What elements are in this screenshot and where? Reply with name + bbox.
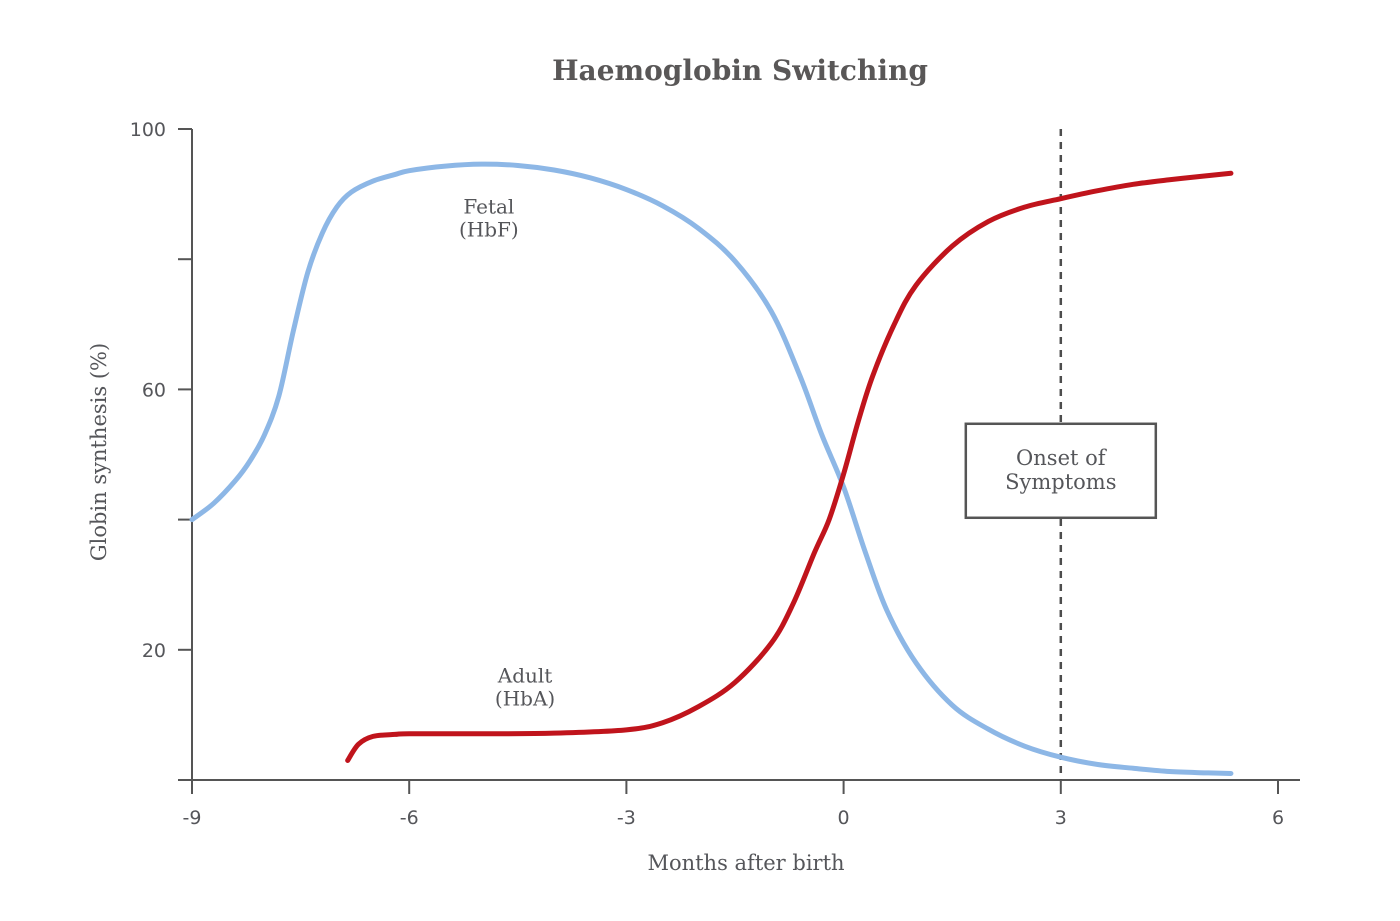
adult-hba-label: Adult (HbA) — [495, 663, 555, 710]
x-axis-ticks: -9 -6 -3 0 3 6 — [183, 780, 1284, 829]
onset-annotation: Onset of Symptoms — [964, 422, 1158, 520]
y-axis-ticks: 20 60 100 — [130, 119, 192, 781]
series-group — [189, 161, 1234, 776]
y-axis-label: Globin synthesis (%) — [87, 343, 111, 561]
y-tick-label: 100 — [130, 119, 166, 141]
x-tick-label: -9 — [183, 807, 202, 829]
x-tick-label: -6 — [400, 807, 419, 829]
x-axis-label: Months after birth — [647, 851, 844, 875]
y-tick-label: 60 — [142, 379, 166, 401]
adult-hba-line — [345, 170, 1234, 763]
fetal-hbf-line — [189, 161, 1234, 776]
x-tick-label: 3 — [1055, 807, 1067, 829]
chart-title: Haemoglobin Switching — [552, 54, 928, 87]
onset-box — [964, 422, 1158, 520]
onset-of-symptoms-label: Onset of Symptoms — [1005, 446, 1116, 494]
x-tick-label: -3 — [617, 807, 636, 829]
x-tick-label: 6 — [1272, 807, 1284, 829]
fetal-hbf-label: Fetal (HbF) — [459, 195, 519, 242]
y-tick-label: 20 — [142, 640, 166, 662]
series-labels: Fetal (HbF) Adult (HbA) — [459, 195, 555, 711]
x-tick-label: 0 — [838, 807, 850, 829]
